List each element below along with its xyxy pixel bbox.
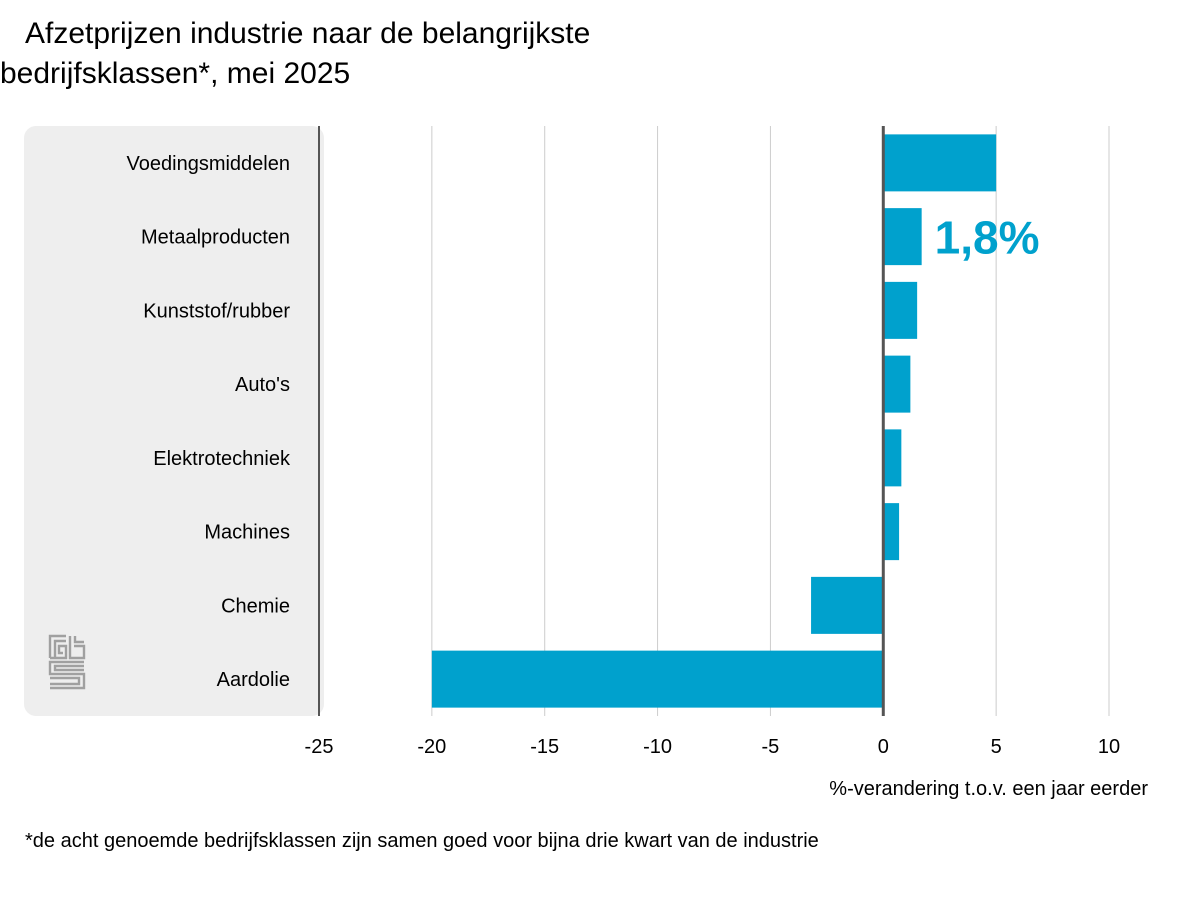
chart-title-line-2: bedrijfsklassen*, mei 2025 (0, 57, 351, 90)
bar (883, 503, 900, 561)
bar (883, 134, 997, 192)
bar (883, 281, 918, 339)
x-tick-label: 0 (878, 736, 889, 758)
category-labels: Voedingsmiddelen Metaalproducten Kunststof… (127, 153, 291, 691)
bars (431, 134, 997, 708)
category-label: Elektrotechniek (153, 448, 291, 470)
x-tick-label: -10 (643, 736, 672, 758)
x-axis-label: %-verandering t.o.v. een jaar eerder (829, 778, 1148, 800)
category-label: Metaalproducten (141, 227, 290, 249)
category-label: Machines (204, 522, 290, 544)
bar (811, 576, 884, 634)
x-tick-label: 5 (991, 736, 1002, 758)
bar (431, 650, 884, 708)
category-label: Kunststof/rubber (143, 300, 290, 322)
category-label-panel (24, 126, 324, 716)
bar (883, 429, 902, 487)
footnote: *de acht genoemde bedrijfsklassen zijn s… (25, 830, 819, 852)
x-tick-label: -25 (305, 736, 334, 758)
cbs-logo-icon (48, 634, 86, 690)
value-annotation: 1,8% (935, 212, 1040, 264)
bar (883, 355, 911, 413)
category-label: Auto's (235, 374, 290, 396)
x-tick-label: 10 (1098, 736, 1120, 758)
category-label: Voedingsmiddelen (127, 153, 290, 175)
x-tick-label: -5 (762, 736, 780, 758)
x-tick-label: -15 (530, 736, 559, 758)
x-tick-label: -20 (417, 736, 446, 758)
x-tick-labels: -25 -20 -15 -10 -5 0 5 10 (305, 736, 1121, 758)
category-label: Aardolie (217, 669, 290, 691)
chart-title-line-1: Afzetprijzen industrie naar de belangrij… (25, 17, 591, 50)
category-label: Chemie (221, 595, 290, 617)
bar (883, 208, 922, 266)
gridlines (431, 126, 1110, 716)
